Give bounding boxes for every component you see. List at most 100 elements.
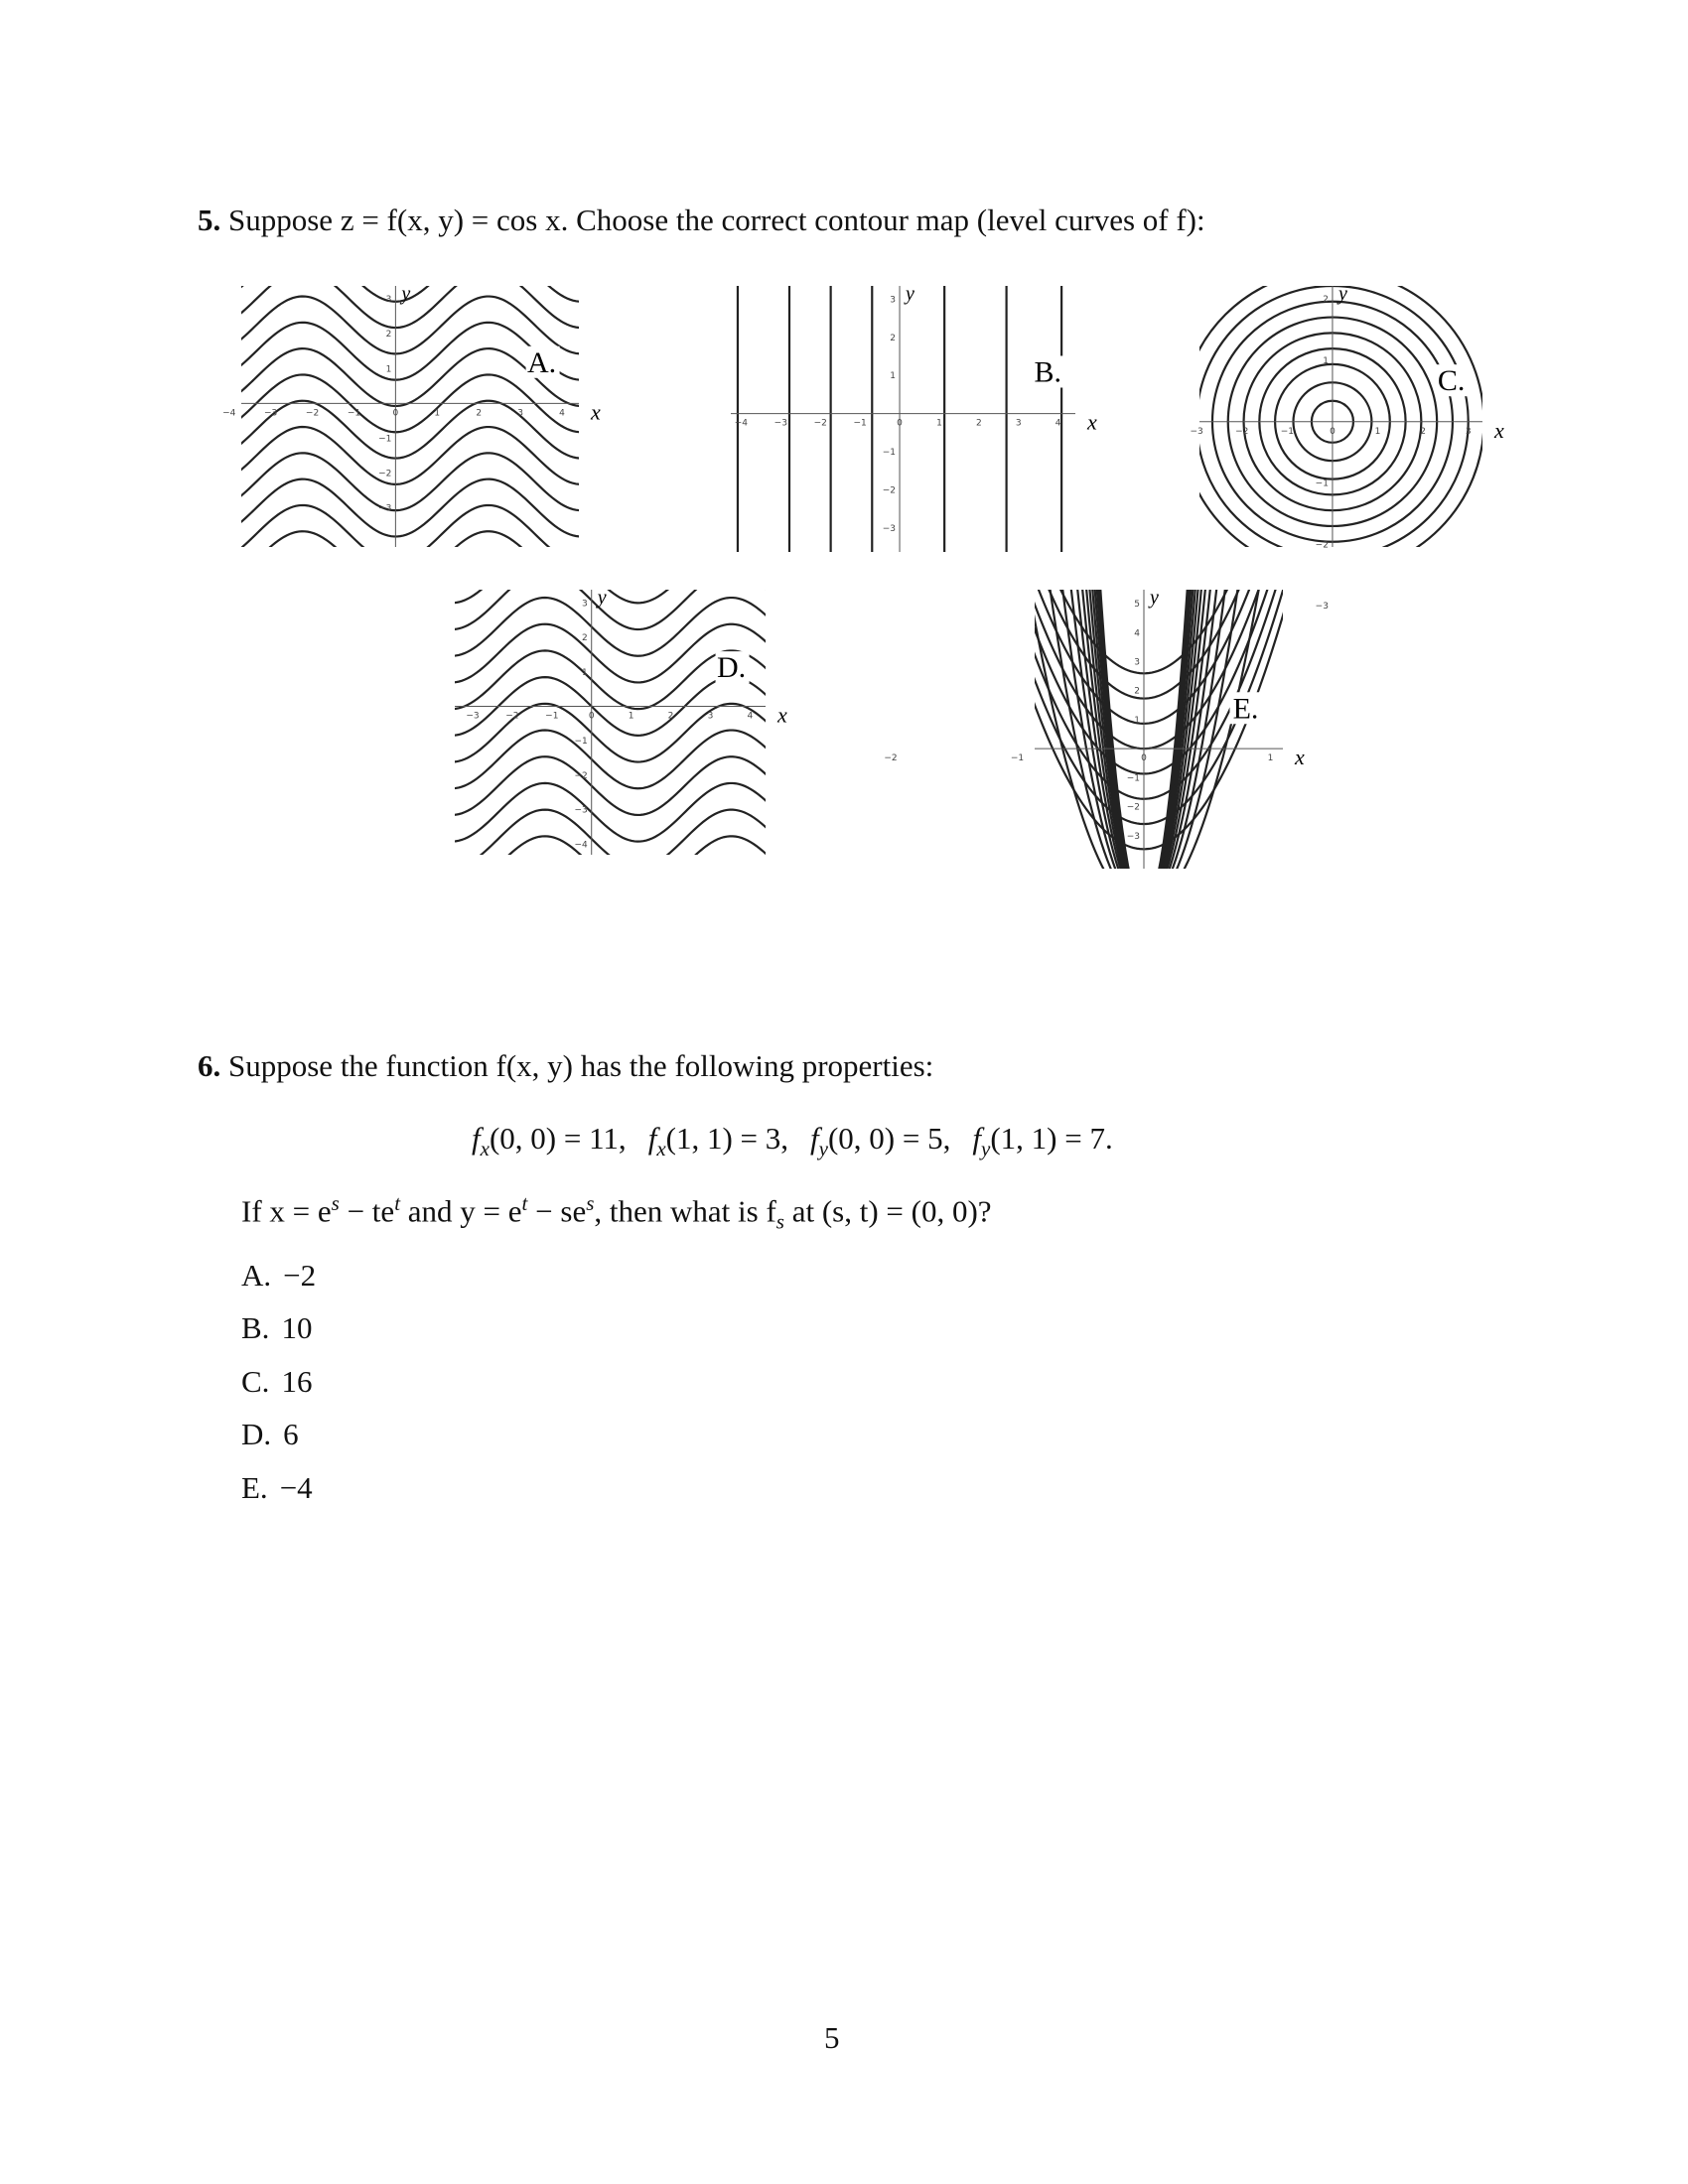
y-tick-label: −2 [1316, 540, 1329, 550]
x-tick-label: 1 [936, 419, 942, 429]
level-curve [268, 530, 523, 547]
contour-plot: −3 −2 −1 0 1 2 3 2 1 −1 −2 −3 x y C. [1191, 283, 1504, 612]
level-curve [450, 863, 769, 921]
subscript: y [818, 1137, 828, 1161]
x-tick-label: −1 [1011, 753, 1024, 763]
x-tick-label: −2 [884, 753, 897, 763]
plot-area [736, 286, 1063, 552]
level-curve [241, 503, 551, 547]
y-tick-label: 1 [386, 364, 392, 374]
condition: fy(1, 1) = 7. [972, 1121, 1112, 1160]
level-curve [241, 399, 579, 460]
prompt-text: and y = e [400, 1193, 522, 1229]
level-curve [241, 373, 579, 434]
level-curve [1048, 590, 1240, 700]
page-number: 5 [824, 2020, 840, 2055]
axis-label: y [399, 283, 410, 305]
condition: fx(0, 0) = 11, [472, 1121, 627, 1160]
exponent: s [586, 1191, 595, 1215]
x-tick-label: 3 [1016, 419, 1022, 429]
level-curve [236, 140, 582, 198]
axis-label: y [1148, 587, 1159, 609]
x-tick-label: 2 [476, 408, 482, 418]
x-tick-label: 4 [559, 408, 565, 418]
x-tick-label: 3 [1466, 427, 1472, 437]
prompt-text: − te [339, 1193, 395, 1229]
level-curve [455, 781, 766, 843]
level-curve [455, 649, 766, 711]
y-tick-label: −1 [1127, 773, 1140, 783]
y-tick-label: 3 [1134, 657, 1140, 667]
y-tick-label: −3 [1127, 832, 1140, 842]
level-curve [1035, 590, 1269, 775]
subscript: s [775, 1209, 784, 1234]
x-tick-label: 2 [976, 419, 982, 429]
level-curve [241, 286, 579, 303]
y-tick-label: 2 [386, 330, 392, 340]
choice: B. 10 [241, 1310, 312, 1346]
question-text: Suppose z = f(x, y) = cos x. Choose the … [228, 203, 1205, 237]
y-tick-label: 1 [890, 371, 896, 381]
choice-text: −4 [279, 1470, 313, 1505]
level-curve [241, 286, 579, 330]
x-tick-label: −2 [1235, 427, 1248, 437]
conditions: fx(0, 0) = 11, fx(1, 1) = 3, fy(0, 0) = 5,… [472, 1121, 1135, 1161]
function-name: f [647, 1121, 657, 1156]
contour-plot: −3 −2 −1 0 1 2 3 4 3 2 1 −1 −2 −3 −4 x y D. [455, 587, 787, 855]
y-tick-label: −4 [574, 840, 588, 850]
level-curve [1035, 590, 1277, 800]
y-tick-label: 4 [1134, 628, 1140, 638]
level-curve [450, 889, 769, 948]
function-name: f [972, 1121, 981, 1156]
exponent: t [394, 1191, 401, 1215]
axis-label: x [1294, 745, 1305, 769]
question-5: 5. Suppose z = f(x, y) = cos x. Choose t… [198, 203, 1205, 238]
y-tick-label: −1 [574, 737, 587, 747]
condition: fx(1, 1) = 3, [647, 1121, 788, 1160]
level-curve [241, 295, 579, 355]
x-tick-label: 3 [708, 711, 714, 721]
level-curve [455, 590, 766, 631]
exponent: t [521, 1191, 528, 1215]
subscript: y [981, 1137, 991, 1161]
y-tick-label: 3 [890, 295, 896, 305]
y-tick-label: 2 [890, 334, 896, 343]
x-tick-label: −1 [853, 419, 866, 429]
choice-text: 16 [281, 1364, 313, 1399]
x-tick-label: −2 [505, 711, 518, 721]
y-tick-label: −3 [1316, 602, 1329, 612]
x-tick-label: −2 [306, 408, 319, 418]
y-tick-label: −2 [1127, 803, 1140, 813]
choice-text: 6 [283, 1417, 299, 1451]
x-tick-label: −1 [1281, 427, 1294, 437]
choice-text: −2 [283, 1258, 317, 1293]
y-tick-label: −3 [378, 504, 391, 514]
y-tick-label: 3 [582, 599, 588, 609]
prompt: If x = es − tet and y = et − ses, then w… [241, 1191, 992, 1235]
y-tick-label: −2 [378, 469, 391, 478]
function-name: f [472, 1121, 481, 1156]
choice-letter: E. [241, 1470, 268, 1505]
axis-label: x [1493, 418, 1504, 443]
plot-label: D. [717, 651, 746, 684]
label-background [1435, 364, 1470, 397]
y-tick-label: −1 [378, 434, 391, 444]
y-tick-label: −1 [1316, 479, 1329, 489]
x-tick-label: 1 [434, 408, 440, 418]
contour-plot: −4 −3 −2 −1 0 1 2 3 4 3 2 1 −1 −2 −3 x y B. [731, 283, 1097, 552]
level-curve [1069, 590, 1218, 869]
condition-rest: (0, 0) = 5, [827, 1121, 951, 1156]
choice-letter: D. [241, 1417, 272, 1451]
x-tick-label: 0 [589, 711, 595, 721]
y-tick-label: 2 [582, 633, 588, 643]
x-tick-label: −3 [1191, 427, 1203, 437]
contour-plot: −4 −3 −2 −1 0 1 2 3 4 3 2 1 −1 −2 −3 x y A. [222, 283, 601, 547]
axis-label: x [1086, 410, 1097, 435]
subscript: x [480, 1137, 490, 1161]
label-background [1229, 692, 1264, 725]
label-background [1032, 355, 1066, 388]
axis-label: y [596, 587, 607, 609]
choice: C. 16 [241, 1364, 312, 1400]
x-tick-label: 1 [1268, 753, 1274, 763]
